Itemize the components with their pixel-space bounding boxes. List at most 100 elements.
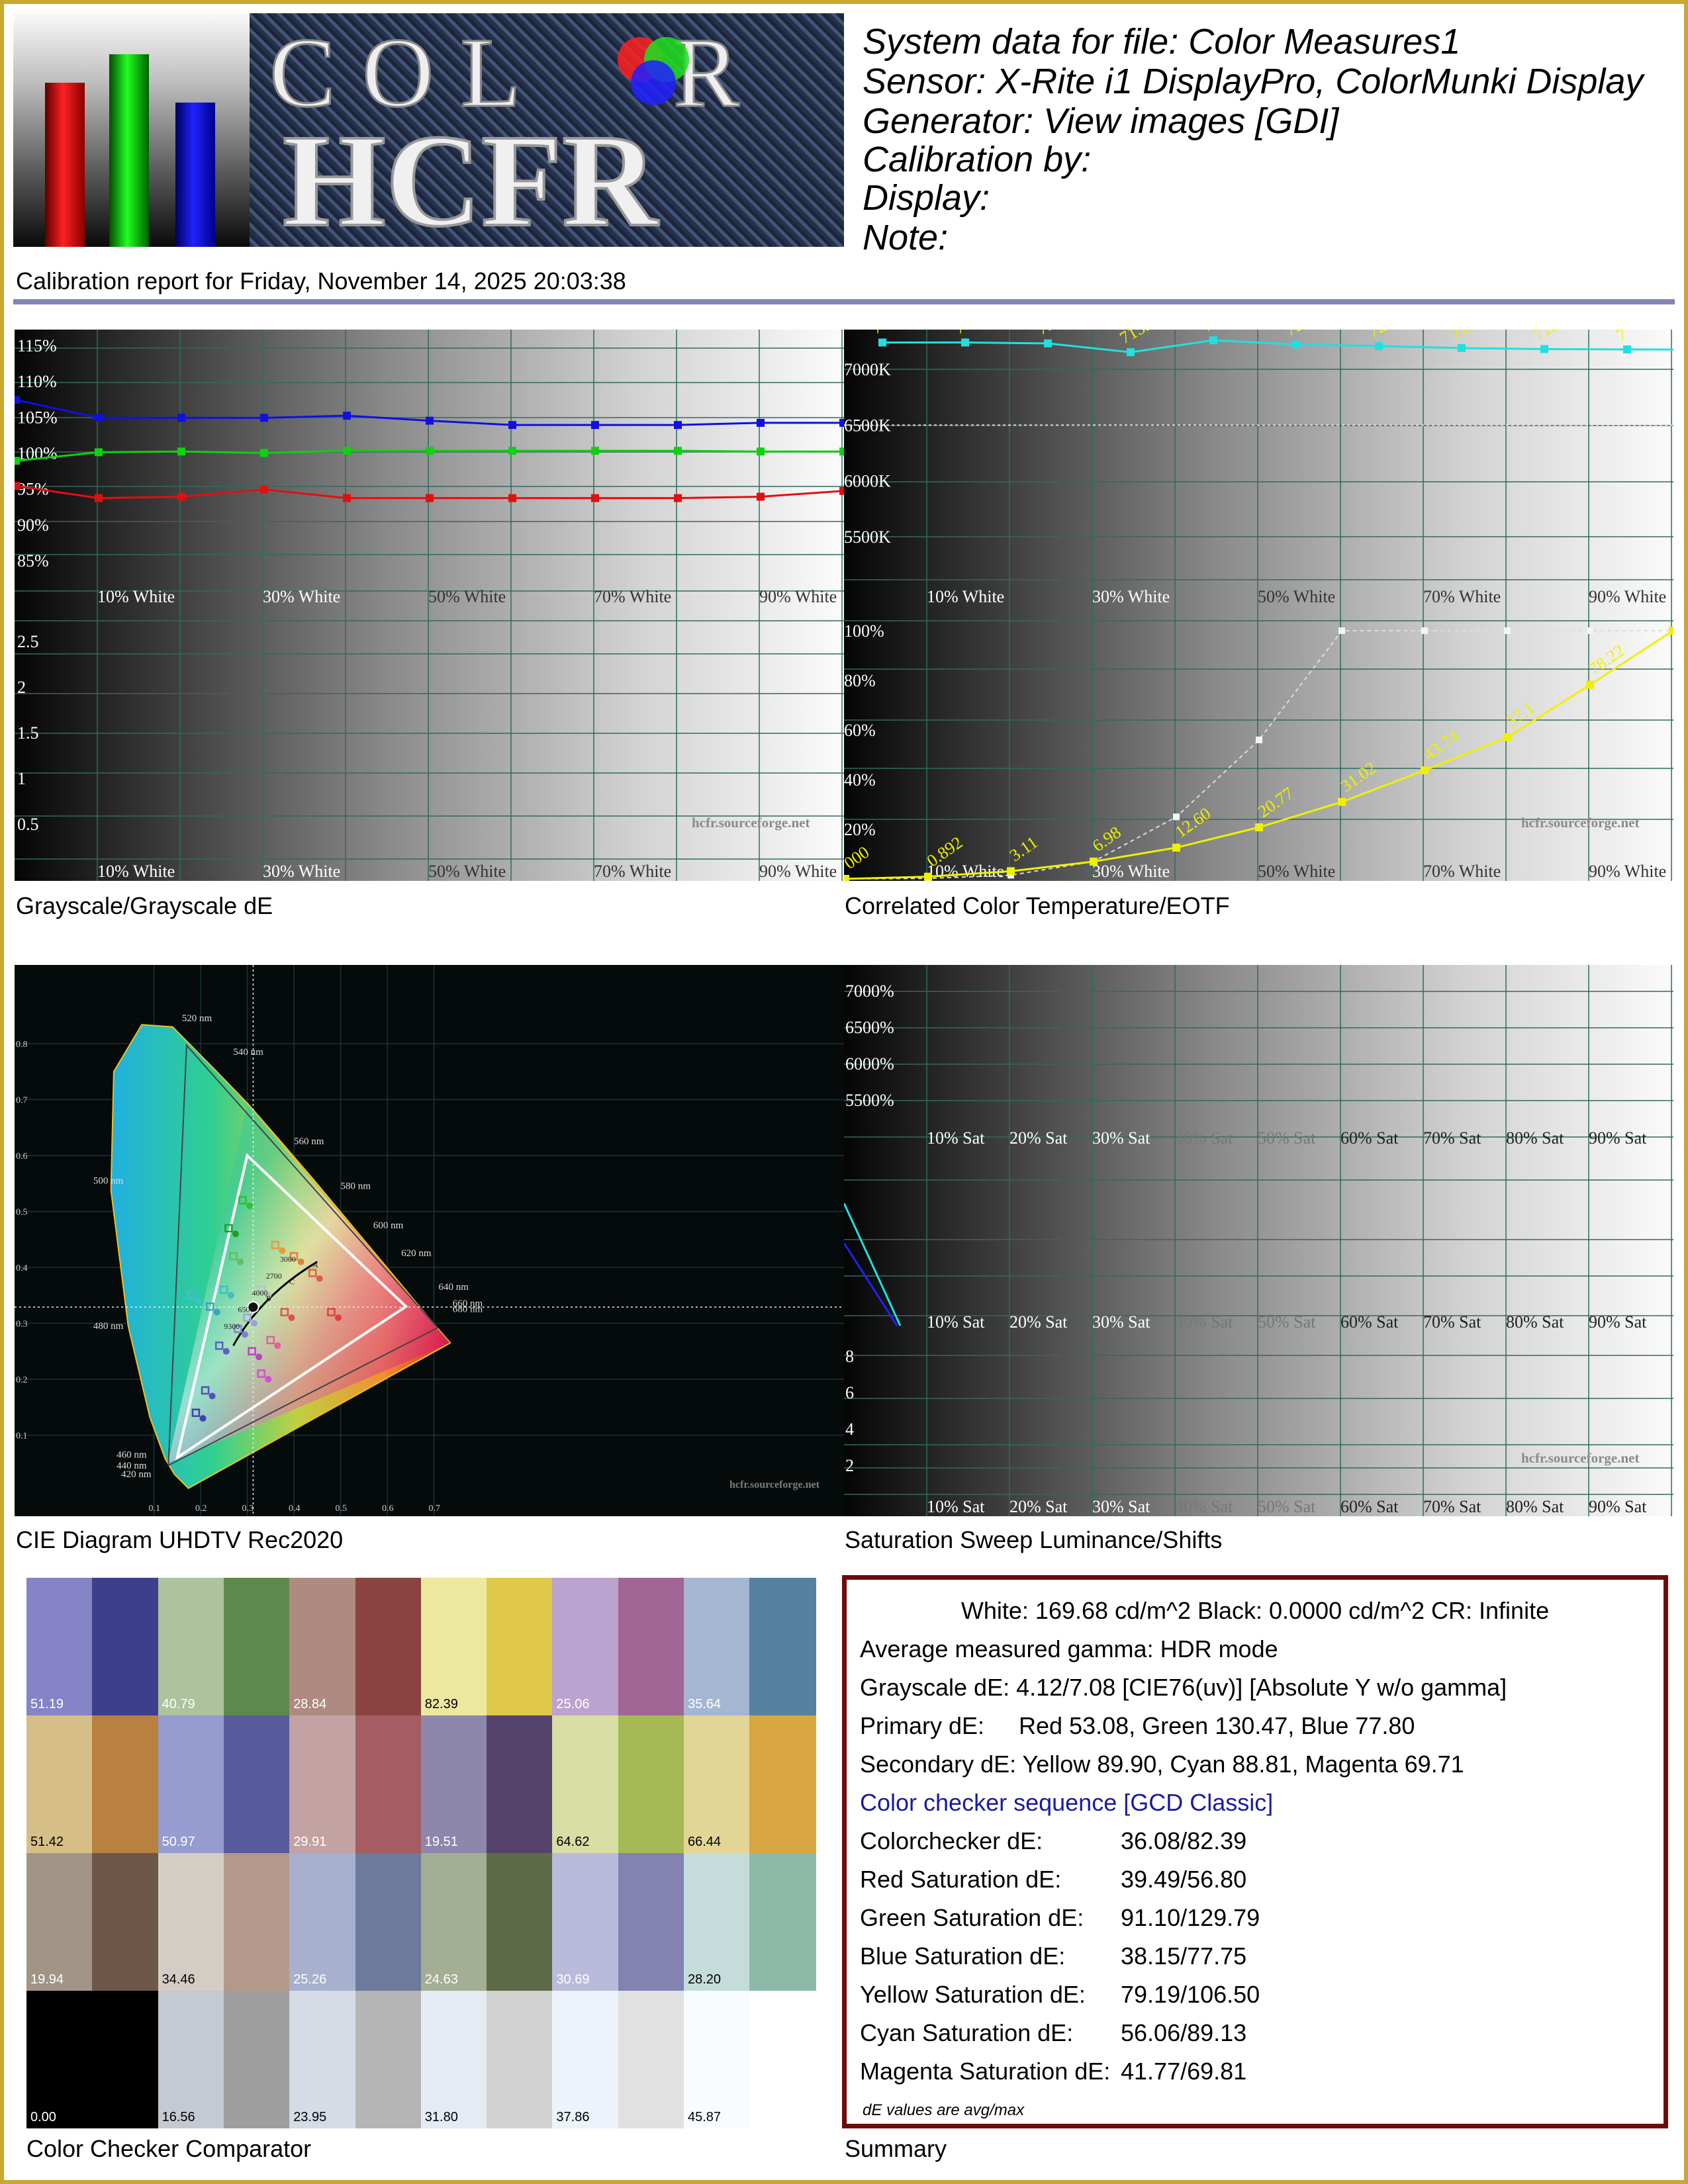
cct-locus-label: 6500 (238, 1305, 254, 1314)
x-tick-label: 90% White (759, 587, 837, 606)
checker-reference-swatch (487, 1853, 553, 1991)
summary-white-black: White: 169.68 cd/m^2 Black: 0.0000 cd/m^… (961, 1597, 1550, 1624)
wavelength-label: 500 nm (93, 1175, 124, 1186)
x-tick-label: 30% White (1092, 862, 1170, 881)
sat-x-label: 80% Sat (1506, 1497, 1564, 1516)
checker-caption: Color Checker Comparator (26, 2135, 312, 2162)
checker-de-value: 31.80 (424, 2110, 458, 2124)
checker-reference-swatch (355, 1991, 422, 2128)
cct-data-label: 7240 (868, 330, 908, 338)
checker-measured-swatch (420, 1715, 488, 1853)
wavelength-label: 680 nm (453, 1304, 483, 1315)
color-sample-marker (220, 1285, 228, 1295)
sat-x-label: 90% Sat (1589, 1497, 1647, 1516)
checker-de-value: 82.39 (424, 1697, 458, 1711)
checker-reference-swatch (487, 1578, 553, 1715)
summary-row-value: 39.49/56.80 (1121, 1866, 1247, 1893)
checker-measured-swatch (158, 1991, 224, 2128)
cct-eotf-chart: 7000K6500K6000K5500K72407240723271537272… (844, 330, 1673, 881)
cie-y-tick: 0.5 (16, 1208, 28, 1218)
cie-x-tick: 0.6 (382, 1504, 394, 1514)
cie-x-tick: 0.1 (149, 1504, 161, 1514)
checker-de-value: 50.97 (162, 1835, 195, 1849)
data-point (260, 485, 268, 494)
eotf-target-point (1338, 627, 1345, 634)
eotf-data-label: 6.98 (1089, 823, 1125, 856)
measured-gamut-triangle (175, 1153, 408, 1461)
color-sample-marker (248, 1347, 256, 1355)
color-sample-point (316, 1275, 323, 1282)
color-sample-marker (238, 1196, 247, 1205)
data-point (426, 447, 434, 455)
svg-text:HCFR: HCFR (283, 108, 659, 238)
data-point (426, 416, 434, 425)
cie-caption: CIE Diagram UHDTV Rec2020 (16, 1526, 344, 1553)
data-point (591, 421, 599, 430)
cie-y-tick: 0.6 (16, 1152, 28, 1161)
color-sample-point (251, 1320, 258, 1327)
color-sample-marker (205, 1302, 214, 1311)
summary-row-value: 91.10/129.79 (1121, 1904, 1260, 1931)
wavelength-label: 600 nm (373, 1220, 404, 1231)
sat-x-label: 40% Sat (1175, 1312, 1233, 1332)
checker-measured-swatch (26, 1578, 93, 1715)
color-sample-point (227, 1292, 234, 1299)
color-sample-point (274, 1342, 281, 1349)
data-point (839, 418, 844, 427)
sat-x-label: 20% Sat (1009, 1312, 1068, 1332)
wavelength-label: 540 nm (233, 1047, 263, 1058)
color-sample-marker (234, 1324, 242, 1334)
data-point (508, 447, 516, 455)
wavelength-label: 440 nm (117, 1461, 147, 1471)
sat-y-tick: 6500% (845, 1018, 894, 1037)
summary-row-label: Blue Saturation dE: (860, 1942, 1066, 1970)
wavelength-label: 580 nm (341, 1181, 371, 1192)
color-sample-marker (308, 1269, 317, 1277)
planckian-locus (232, 1261, 318, 1347)
cie-y-tick: 0.1 (16, 1432, 28, 1441)
color-sample-point (297, 1258, 305, 1265)
sat-x-label: 10% Sat (927, 1312, 985, 1332)
sat-y-tick: 7000% (845, 981, 894, 1001)
checker-de-value: 66.44 (688, 1835, 722, 1849)
data-point (95, 448, 103, 457)
eotf-point (1586, 680, 1594, 689)
color-sample-marker (243, 1313, 252, 1322)
summary-sequence: Color checker sequence [GCD Classic] (860, 1789, 1274, 1816)
system-sensor-line: Sensor: X-Rite i1 DisplayPro, ColorMunki… (863, 62, 1644, 101)
sat-y-tick: 5500% (845, 1091, 894, 1110)
eotf-target-point (1256, 737, 1262, 743)
x-tick-label: 10% White (97, 862, 175, 881)
summary-row-label: Colorchecker dE: (860, 1827, 1043, 1854)
checker-measured-swatch (26, 1991, 93, 2128)
system-calibration-line: Calibration by: (863, 140, 1092, 179)
checker-reference-swatch (223, 1853, 291, 1991)
data-point (508, 421, 516, 430)
cct-data-label: 7153 (1117, 330, 1156, 347)
eotf-target-point (1173, 813, 1180, 821)
grayscale-chart: 115% 110% 105% 100% 95% 90% 85% 10% White 10% Wh… (15, 330, 844, 881)
checker-reference-swatch (92, 1853, 159, 1991)
checker-reference-swatch (223, 1991, 291, 2128)
checker-de-value: 25.06 (556, 1697, 590, 1711)
summary-footnote: dE values are avg/max (863, 2101, 1025, 2119)
y-tick-label: 85% (17, 551, 49, 570)
checker-de-value: 34.46 (162, 1972, 195, 1987)
eotf-y-tick: 80% (844, 671, 876, 690)
y-tick-label: 5500K (844, 527, 891, 547)
wavelength-label: 420 nm (121, 1469, 152, 1480)
checker-reference-swatch (618, 1853, 684, 1991)
y-tick-label: 90% (17, 516, 49, 535)
data-point (177, 414, 185, 422)
cie-x-tick: 0.4 (289, 1504, 301, 1514)
wavelength-label: 620 nm (401, 1248, 432, 1259)
checker-de-value: 0.00 (30, 2110, 56, 2124)
data-point (95, 414, 103, 422)
checker-measured-swatch (552, 1715, 619, 1853)
cie-y-tick: 0.3 (16, 1320, 28, 1330)
data-point (674, 421, 682, 430)
sat-x-label: 30% Sat (1092, 1128, 1150, 1148)
cct-point (1127, 348, 1135, 357)
checker-measured-swatch (420, 1991, 488, 2128)
checker-measured-swatch (552, 1991, 619, 2128)
